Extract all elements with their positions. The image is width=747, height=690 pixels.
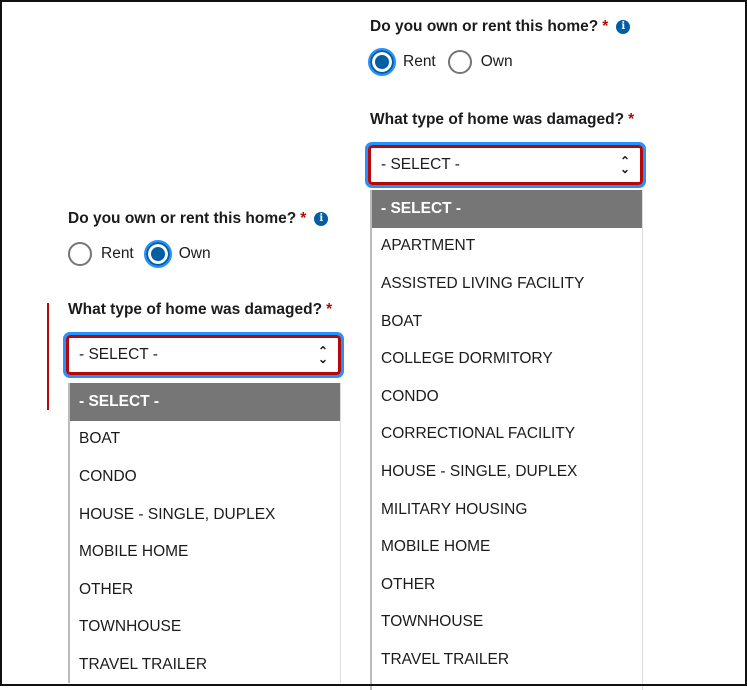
error-indicator-bar [47,303,49,410]
option-item[interactable]: CONDO [381,387,439,405]
option-item[interactable]: OTHER [381,575,436,593]
option-item[interactable]: TOWNHOUSE [79,618,182,636]
info-icon[interactable]: i [616,20,631,34]
radio-own[interactable]: Own [143,240,211,268]
radio-label: Own [178,245,211,262]
ownership-question: Do you own or rent this home? * i [370,18,631,36]
question-text: Do you own or rent this home? [68,210,297,227]
radio-own[interactable]: Own [447,50,513,74]
radio-rent[interactable]: Rent [68,242,134,266]
option-item[interactable]: BOAT [79,430,121,448]
radio-label: Rent [403,53,436,70]
radio-circle[interactable] [143,240,172,268]
home-type-options-list[interactable]: - SELECT - BOAT CONDO HOUSE - SINGLE, DUPLE… [68,383,341,683]
option-item[interactable]: CORRECTIONAL FACILITY [381,425,576,443]
home-type-options-list[interactable]: - SELECT - APARTMENT ASSISTED LIVING FACIL… [370,190,643,690]
right-form: Do you own or rent this home? * i Rent Own Wh… [365,18,646,690]
option-item[interactable]: MILITARY HOUSING [381,500,528,518]
home-type-question: What type of home was damaged? * [370,111,634,129]
radio-circle[interactable] [368,48,396,76]
radio-label: Rent [101,245,134,262]
required-marker: * [300,210,307,227]
option-item[interactable]: - SELECT - [372,190,642,228]
option-item[interactable]: TRAVEL TRAILER [381,650,510,668]
ownership-radio-group: Rent Own [68,240,328,268]
option-item[interactable]: MOBILE HOME [381,538,491,556]
option-item[interactable]: OTHER [79,580,134,598]
chevron-up-down-icon: ⌃ ⌄ [619,154,630,176]
option-item[interactable]: TRAVEL TRAILER [79,655,208,673]
ownership-question: Do you own or rent this home? * i [68,210,329,228]
required-marker: * [628,111,635,128]
option-item[interactable]: - SELECT - [70,383,340,421]
option-item[interactable]: HOUSE - SINGLE, DUPLEX [381,462,578,480]
option-item[interactable]: COLLEGE DORMITORY [381,350,553,368]
required-marker: * [602,18,609,35]
left-form: Do you own or rent this home? * i Rent Own Wh… [63,210,344,683]
option-item[interactable]: ASSISTED LIVING FACILITY [381,274,585,292]
radio-circle[interactable] [68,242,92,266]
option-item[interactable]: MOBILE HOME [79,543,189,561]
option-item[interactable]: TOWNHOUSE [381,613,484,631]
option-item[interactable]: BOAT [381,312,423,330]
option-item[interactable]: CONDO [79,467,137,485]
radio-circle[interactable] [447,50,472,74]
radio-label: Own [480,53,513,70]
ownership-radio-group: Rent Own [368,48,630,76]
question-text: Do you own or rent this home? [370,18,599,35]
home-type-select[interactable]: - SELECT - ⌃ ⌄ [63,332,344,378]
question-text: What type of home was damaged? [370,111,625,128]
home-type-question: What type of home was damaged? * [68,301,332,319]
chevron-up-down-icon: ⌃ ⌄ [317,344,328,366]
question-text: What type of home was damaged? [68,301,323,318]
home-type-select[interactable]: - SELECT - ⌃ ⌄ [365,142,646,188]
option-item[interactable]: APARTMENT [381,237,476,255]
radio-rent[interactable]: Rent [368,48,436,76]
option-item[interactable]: HOUSE - SINGLE, DUPLEX [79,505,276,523]
select-value: - SELECT - [79,346,158,363]
required-marker: * [326,301,333,318]
info-icon[interactable]: i [314,212,329,226]
select-value: - SELECT - [381,156,460,173]
